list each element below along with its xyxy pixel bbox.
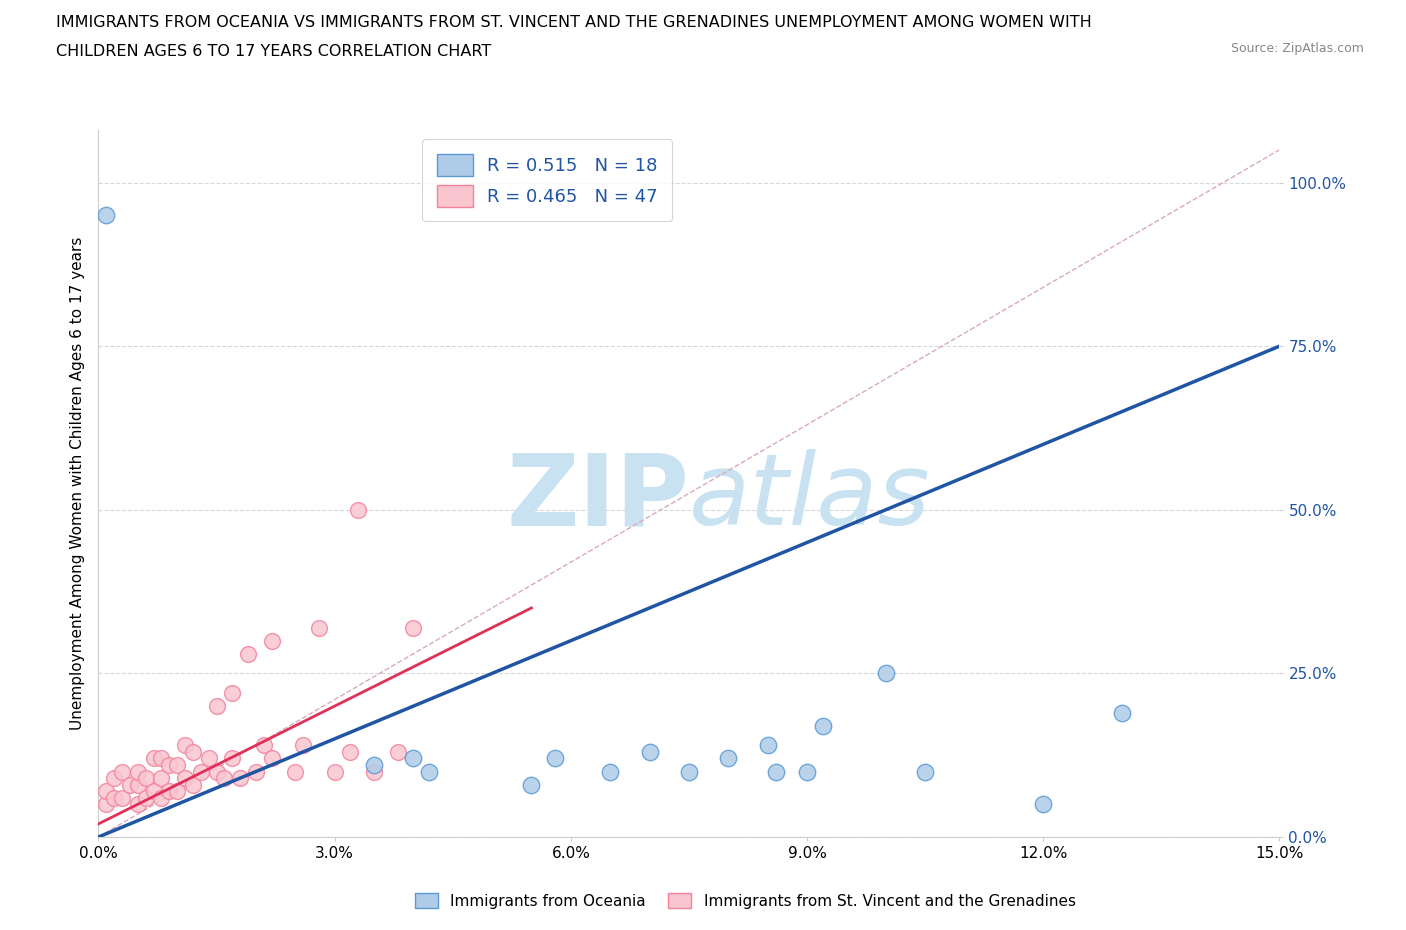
Point — [205, 764, 228, 779]
Point — [157, 758, 180, 773]
Point — [221, 685, 243, 700]
Point — [197, 751, 219, 766]
Point — [245, 764, 267, 779]
Point — [363, 764, 385, 779]
Point — [174, 737, 197, 752]
Point — [150, 751, 173, 766]
Point — [96, 207, 118, 222]
Point — [190, 764, 212, 779]
Legend: Immigrants from Oceania, Immigrants from St. Vincent and the Grenadines: Immigrants from Oceania, Immigrants from… — [409, 886, 1081, 915]
Point — [678, 764, 700, 779]
Point — [765, 764, 787, 779]
Point — [756, 737, 779, 752]
Point — [135, 790, 157, 805]
Point — [599, 764, 621, 779]
Text: ZIP: ZIP — [506, 449, 689, 546]
Point — [118, 777, 141, 792]
Point — [150, 771, 173, 786]
Point — [363, 758, 385, 773]
Point — [214, 771, 236, 786]
Point — [284, 764, 307, 779]
Point — [638, 745, 661, 760]
Point — [260, 751, 283, 766]
Point — [1111, 705, 1133, 720]
Point — [205, 698, 228, 713]
Point — [221, 751, 243, 766]
Point — [181, 745, 204, 760]
Point — [229, 771, 252, 786]
Point — [111, 764, 134, 779]
Point — [339, 745, 361, 760]
Point — [96, 784, 118, 799]
Point — [127, 764, 149, 779]
Point — [253, 737, 276, 752]
Y-axis label: Unemployment Among Women with Children Ages 6 to 17 years: Unemployment Among Women with Children A… — [69, 237, 84, 730]
Point — [402, 751, 425, 766]
Point — [811, 718, 834, 733]
Point — [150, 790, 173, 805]
Point — [166, 784, 188, 799]
Point — [142, 784, 165, 799]
Point — [103, 771, 125, 786]
Point — [127, 777, 149, 792]
Point — [875, 666, 897, 681]
Point — [135, 771, 157, 786]
Point — [157, 784, 180, 799]
Point — [520, 777, 543, 792]
Point — [142, 751, 165, 766]
Legend: R = 0.515   N = 18, R = 0.465   N = 47: R = 0.515 N = 18, R = 0.465 N = 47 — [422, 140, 672, 221]
Point — [166, 758, 188, 773]
Point — [174, 771, 197, 786]
Point — [308, 620, 330, 635]
Point — [181, 777, 204, 792]
Text: Source: ZipAtlas.com: Source: ZipAtlas.com — [1230, 42, 1364, 55]
Point — [323, 764, 346, 779]
Point — [260, 633, 283, 648]
Point — [111, 790, 134, 805]
Point — [127, 797, 149, 812]
Point — [236, 646, 259, 661]
Point — [1032, 797, 1054, 812]
Point — [292, 737, 315, 752]
Point — [103, 790, 125, 805]
Point — [347, 502, 370, 517]
Point — [402, 620, 425, 635]
Text: atlas: atlas — [689, 449, 931, 546]
Text: IMMIGRANTS FROM OCEANIA VS IMMIGRANTS FROM ST. VINCENT AND THE GRENADINES UNEMPL: IMMIGRANTS FROM OCEANIA VS IMMIGRANTS FR… — [56, 15, 1092, 30]
Point — [96, 797, 118, 812]
Text: CHILDREN AGES 6 TO 17 YEARS CORRELATION CHART: CHILDREN AGES 6 TO 17 YEARS CORRELATION … — [56, 44, 492, 59]
Point — [796, 764, 818, 779]
Point — [387, 745, 409, 760]
Point — [717, 751, 740, 766]
Point — [914, 764, 936, 779]
Point — [418, 764, 440, 779]
Point — [544, 751, 567, 766]
